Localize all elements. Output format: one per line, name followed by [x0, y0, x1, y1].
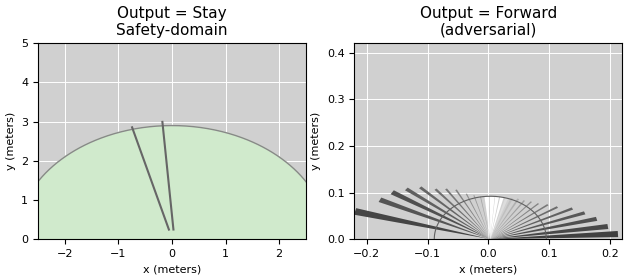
Polygon shape: [490, 203, 539, 239]
Polygon shape: [490, 206, 558, 239]
Polygon shape: [490, 211, 585, 239]
Polygon shape: [490, 196, 495, 239]
Polygon shape: [490, 217, 597, 239]
Polygon shape: [490, 207, 573, 239]
Y-axis label: y (meters): y (meters): [311, 112, 322, 170]
Polygon shape: [391, 190, 490, 239]
Polygon shape: [490, 204, 548, 239]
Polygon shape: [490, 197, 508, 239]
Polygon shape: [490, 224, 609, 239]
Polygon shape: [484, 196, 490, 239]
Polygon shape: [419, 186, 490, 239]
Polygon shape: [490, 201, 532, 239]
Polygon shape: [435, 188, 490, 239]
Polygon shape: [490, 199, 519, 239]
Polygon shape: [490, 197, 504, 239]
Polygon shape: [379, 198, 490, 239]
Polygon shape: [466, 193, 490, 239]
Polygon shape: [405, 188, 490, 239]
Polygon shape: [480, 196, 490, 239]
Polygon shape: [490, 200, 525, 239]
Y-axis label: y (meters): y (meters): [6, 112, 16, 170]
Polygon shape: [490, 197, 499, 239]
Title: Output = Forward
(adversarial): Output = Forward (adversarial): [420, 6, 557, 38]
Polygon shape: [445, 188, 490, 239]
Polygon shape: [490, 198, 513, 239]
Polygon shape: [490, 231, 618, 239]
Polygon shape: [474, 195, 490, 239]
Title: Output = Stay
Safety-domain: Output = Stay Safety-domain: [116, 6, 228, 38]
X-axis label: x (meters): x (meters): [459, 264, 517, 274]
Polygon shape: [16, 125, 327, 239]
Polygon shape: [354, 208, 490, 239]
Polygon shape: [490, 239, 624, 248]
Polygon shape: [455, 190, 490, 239]
X-axis label: x (meters): x (meters): [143, 264, 201, 274]
